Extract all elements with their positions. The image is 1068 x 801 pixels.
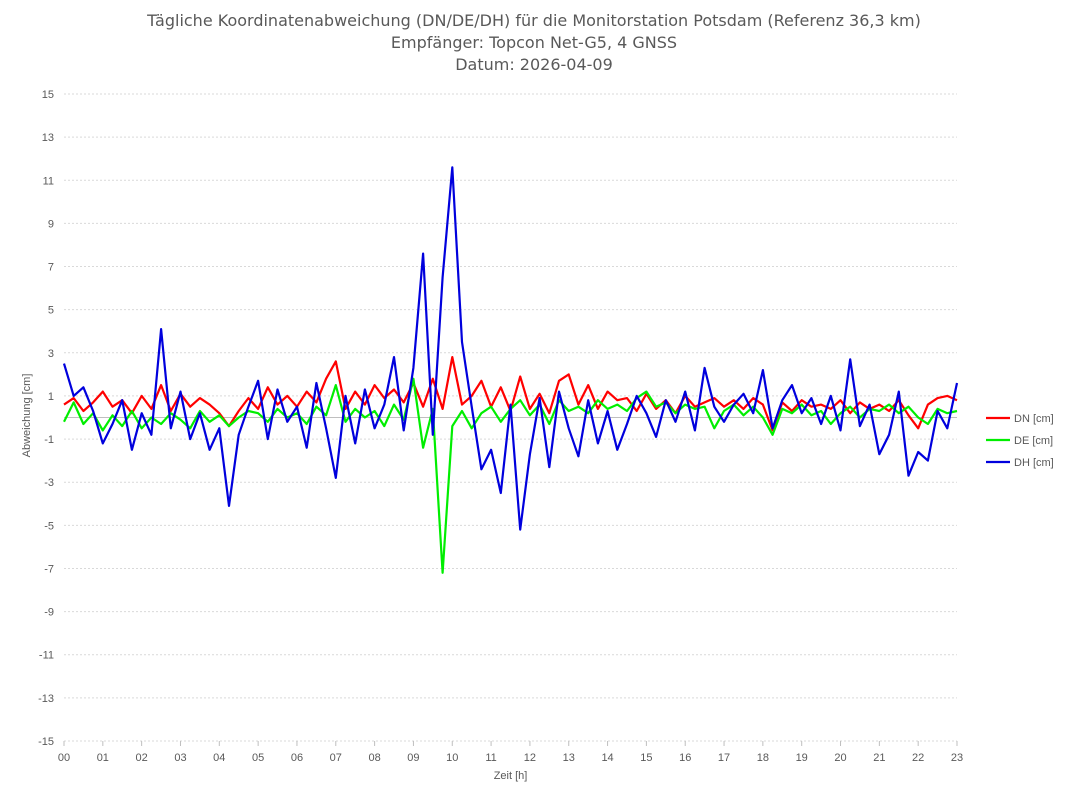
y-tick-label: 11 xyxy=(43,175,54,187)
axes xyxy=(63,417,958,746)
x-tick-label: 16 xyxy=(679,752,691,764)
x-tick-label: 03 xyxy=(174,752,186,764)
y-tick-label: -15 xyxy=(38,736,54,748)
legend-label: DE [cm] xyxy=(1014,435,1053,447)
x-tick-label: 04 xyxy=(213,752,225,764)
x-tick-label: 07 xyxy=(330,752,342,764)
x-tick-label: 15 xyxy=(640,752,652,764)
legend-label: DN [cm] xyxy=(1014,413,1054,425)
x-tick-label: 00 xyxy=(58,752,70,764)
legend-label: DH [cm] xyxy=(1014,457,1054,469)
x-axis-title: Zeit [h] xyxy=(494,770,528,782)
x-tick-label: 12 xyxy=(524,752,536,764)
chart-subtitle-date: Datum: 2026-04-09 xyxy=(455,55,613,74)
y-tick-label: -5 xyxy=(44,520,54,532)
x-tick-label: 20 xyxy=(834,752,846,764)
chart-subtitle-receiver: Empfänger: Topcon Net-G5, 4 GNSS xyxy=(390,33,678,52)
x-tick-label: 05 xyxy=(252,752,264,764)
x-tick-label: 11 xyxy=(485,752,496,764)
y-tick-label: 7 xyxy=(48,262,54,274)
x-tick-label: 19 xyxy=(796,752,808,764)
y-tick-label: 13 xyxy=(42,132,54,144)
x-tick-label: 10 xyxy=(446,752,458,764)
legend: DN [cm] DE [cm] DH [cm] xyxy=(986,413,1054,469)
x-tick-label: 18 xyxy=(757,752,769,764)
y-tick-label: -1 xyxy=(44,434,54,446)
y-tick-label: 9 xyxy=(48,218,54,230)
x-tick-label: 01 xyxy=(97,752,109,764)
title-block: Tägliche Koordinatenabweichung (DN/DE/DH… xyxy=(0,10,1068,76)
x-tick-label: 17 xyxy=(718,752,730,764)
x-tick-label: 14 xyxy=(601,752,613,764)
chart-title: Tägliche Koordinatenabweichung (DN/DE/DH… xyxy=(147,11,921,30)
x-tick-label: 06 xyxy=(291,752,303,764)
y-tick-label: -11 xyxy=(39,650,54,662)
x-tick-label: 02 xyxy=(136,752,148,764)
y-tick-label: -3 xyxy=(44,477,54,489)
x-tick-label: 08 xyxy=(368,752,380,764)
y-tick-label: -7 xyxy=(44,563,54,575)
y-tick-label: 3 xyxy=(48,348,54,360)
series-line-dh xyxy=(62,166,959,531)
y-tick-label: 15 xyxy=(42,89,54,101)
x-tick-label: 22 xyxy=(912,752,924,764)
x-tick-label: 21 xyxy=(873,752,885,764)
x-tick-label: 23 xyxy=(951,752,963,764)
series-layer xyxy=(62,166,959,574)
y-tick-label: -9 xyxy=(44,607,54,619)
tick-labels: 15 13 11 9 7 5 3 1 -1 -3 -5 -7 -9 -11 -13 -15 00 01 02 03 04… xyxy=(38,89,963,764)
y-tick-label: 5 xyxy=(48,305,54,317)
y-tick-label: -13 xyxy=(38,693,54,705)
gridlines xyxy=(64,93,957,742)
x-tick-label: 13 xyxy=(563,752,575,764)
x-tick-label: 09 xyxy=(407,752,419,764)
y-axis-title: Abweichung [cm] xyxy=(21,374,33,458)
y-tick-label: 1 xyxy=(48,391,54,403)
